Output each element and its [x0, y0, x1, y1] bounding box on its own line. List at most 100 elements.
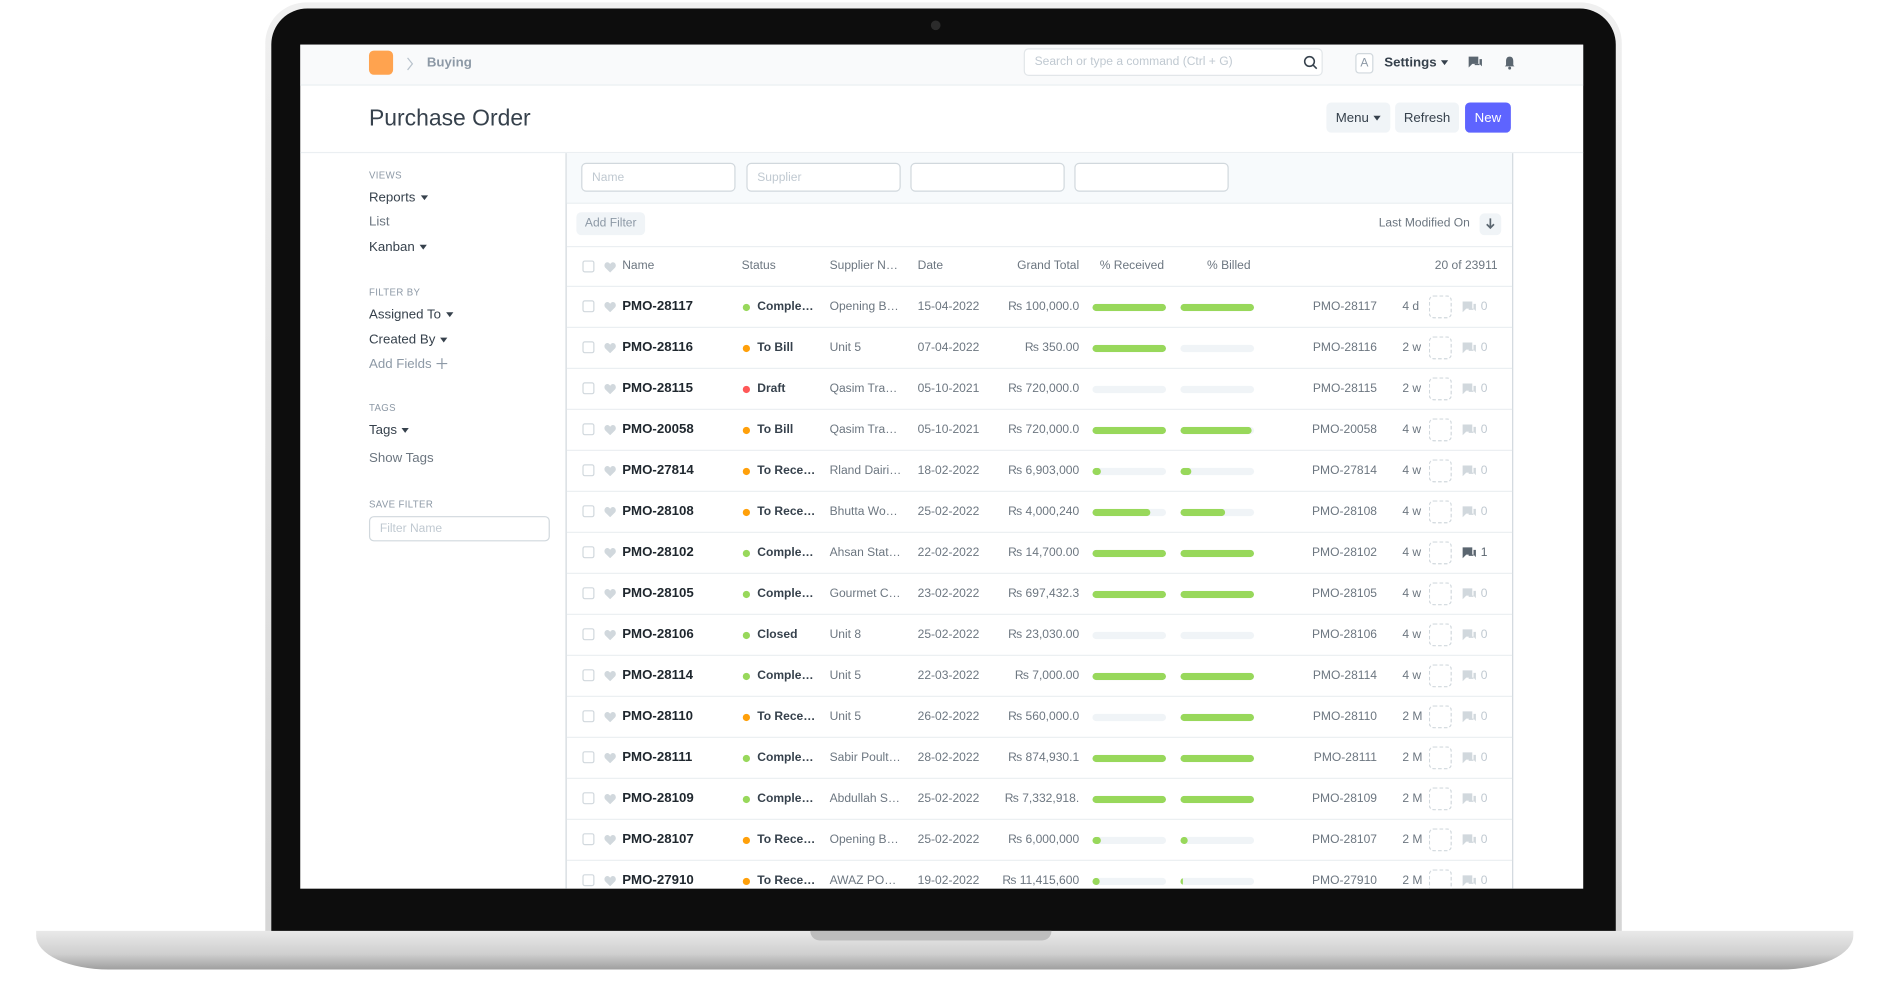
row-checkbox[interactable]: [582, 587, 595, 600]
table-row[interactable]: PMO-28114 Comple… Unit 5 22-03-2022 ₨ 7,000.…: [566, 656, 1513, 697]
sidebar-link[interactable]: Assigned To: [369, 306, 454, 323]
row-checkbox[interactable]: [582, 546, 595, 559]
row-checkbox[interactable]: [582, 874, 595, 887]
assign-avatar[interactable]: [1428, 869, 1452, 889]
menu-button[interactable]: Menu: [1326, 102, 1391, 133]
comment-icon[interactable]: [1461, 423, 1477, 436]
table-row[interactable]: PMO-20058 To Bill Qasim Tra… 05-10-2021 ₨ 72…: [566, 410, 1513, 451]
table-row[interactable]: PMO-28111 Comple… Sabir Poult… 28-02-2022 ₨ …: [566, 738, 1513, 779]
table-row[interactable]: PMO-28117 Comple… Opening B… 15-04-2022 ₨ 10…: [566, 287, 1513, 328]
po-name[interactable]: PMO-28108: [622, 504, 694, 519]
comment-icon[interactable]: [1461, 382, 1477, 395]
row-checkbox[interactable]: [582, 792, 595, 805]
comment-icon[interactable]: [1461, 710, 1477, 723]
sidebar-link[interactable]: List: [368, 214, 390, 230]
column-header[interactable]: Status: [741, 259, 776, 273]
assign-avatar[interactable]: [1428, 418, 1452, 442]
table-row[interactable]: PMO-28110 To Rece… Unit 5 26-02-2022 ₨ 560,0…: [566, 697, 1513, 738]
like-icon[interactable]: [604, 834, 616, 846]
po-name[interactable]: PMO-28110: [622, 709, 693, 724]
comment-icon[interactable]: [1461, 751, 1477, 764]
like-icon[interactable]: [604, 506, 616, 518]
column-header[interactable]: Name: [622, 259, 655, 273]
sort-selector[interactable]: Last Modified On: [1378, 217, 1470, 231]
sidebar-link[interactable]: Kanban: [369, 239, 427, 256]
row-checkbox[interactable]: [582, 710, 595, 723]
like-icon[interactable]: [604, 342, 616, 354]
assign-avatar[interactable]: [1428, 664, 1452, 688]
assign-avatar[interactable]: [1428, 705, 1452, 729]
chat-icon[interactable]: [1467, 55, 1483, 69]
row-checkbox[interactable]: [582, 505, 595, 518]
like-icon[interactable]: [604, 383, 616, 395]
po-name[interactable]: PMO-28106: [622, 627, 694, 642]
like-icon[interactable]: [604, 588, 616, 600]
like-icon[interactable]: [604, 752, 616, 764]
assign-avatar[interactable]: [1428, 787, 1452, 811]
sidebar-link[interactable]: Show Tags: [368, 450, 434, 466]
sidebar-link[interactable]: Tags: [369, 422, 410, 439]
like-icon[interactable]: [604, 262, 616, 273]
like-icon[interactable]: [604, 670, 616, 682]
table-row[interactable]: PMO-28108 To Rece… Bhutta Wo… 25-02-2022 ₨ 4…: [566, 492, 1513, 533]
assign-avatar[interactable]: [1428, 541, 1452, 565]
assign-avatar[interactable]: [1428, 336, 1452, 360]
table-row[interactable]: PMO-28107 To Rece… Opening B… 25-02-2022 ₨ 6…: [566, 820, 1513, 861]
bell-icon[interactable]: [1504, 55, 1516, 70]
table-row[interactable]: PMO-28106 Closed Unit 8 25-02-2022 ₨ 23,030.…: [566, 615, 1513, 656]
row-checkbox[interactable]: [582, 300, 595, 313]
row-checkbox[interactable]: [582, 628, 595, 641]
po-name[interactable]: PMO-28102: [622, 545, 694, 560]
assign-avatar[interactable]: [1428, 500, 1452, 524]
column-header[interactable]: Date: [917, 259, 944, 273]
avatar[interactable]: A: [1355, 53, 1374, 74]
like-icon[interactable]: [604, 711, 616, 723]
row-checkbox[interactable]: [582, 669, 595, 682]
table-row[interactable]: PMO-28109 Comple… Abdullah S… 25-02-2022 ₨ 7…: [566, 779, 1513, 820]
po-name[interactable]: PMO-28116: [622, 340, 693, 355]
column-header[interactable]: Supplier N…: [829, 259, 898, 273]
po-name[interactable]: PMO-28111: [622, 750, 693, 765]
comment-icon[interactable]: [1461, 587, 1477, 600]
refresh-button[interactable]: Refresh: [1395, 102, 1460, 133]
sidebar-link[interactable]: Reports: [369, 189, 428, 206]
like-icon[interactable]: [604, 793, 616, 805]
assign-avatar[interactable]: [1428, 828, 1452, 852]
filter-input[interactable]: [1074, 162, 1229, 192]
assign-avatar[interactable]: [1428, 623, 1452, 647]
breadcrumb[interactable]: Buying: [426, 55, 472, 70]
po-name[interactable]: PMO-28115: [622, 381, 693, 396]
po-name[interactable]: PMO-27814: [622, 463, 694, 478]
assign-avatar[interactable]: [1428, 295, 1452, 319]
row-checkbox[interactable]: [582, 751, 595, 764]
comment-icon[interactable]: [1461, 792, 1477, 805]
assign-avatar[interactable]: [1428, 582, 1452, 606]
like-icon[interactable]: [604, 629, 616, 641]
assign-avatar[interactable]: [1428, 459, 1452, 483]
po-name[interactable]: PMO-28114: [622, 668, 693, 683]
supplier-filter[interactable]: Supplier: [746, 162, 901, 192]
row-checkbox[interactable]: [582, 382, 595, 395]
row-checkbox[interactable]: [582, 833, 595, 846]
comment-icon[interactable]: [1461, 505, 1477, 518]
settings-menu[interactable]: Settings: [1384, 54, 1449, 71]
like-icon[interactable]: [604, 465, 616, 477]
row-checkbox[interactable]: [582, 260, 595, 273]
filter-input[interactable]: [910, 162, 1065, 192]
comment-icon[interactable]: [1461, 628, 1477, 641]
comment-icon[interactable]: [1461, 341, 1477, 354]
add-filter-button[interactable]: Add Filter: [576, 212, 646, 236]
like-icon[interactable]: [604, 301, 616, 313]
table-row[interactable]: PMO-28115 Draft Qasim Tra… 05-10-2021 ₨ 720,…: [566, 369, 1513, 410]
table-row[interactable]: PMO-27910 To Rece… AWAZ PO… 19-02-2022 ₨ 11,…: [567, 861, 1512, 889]
column-header[interactable]: Grand Total: [1017, 259, 1080, 273]
assign-avatar[interactable]: [1428, 746, 1452, 770]
po-name[interactable]: PMO-28109: [622, 791, 694, 806]
po-name[interactable]: PMO-28105: [622, 586, 694, 601]
column-header[interactable]: % Received: [1099, 259, 1165, 273]
table-row[interactable]: PMO-28116 To Bill Unit 5 07-04-2022 ₨ 350.00…: [566, 328, 1513, 369]
table-row[interactable]: PMO-28102 Comple… Ahsan Stat… 22-02-2022 ₨ 1…: [566, 533, 1513, 574]
comment-icon[interactable]: [1461, 874, 1477, 887]
sidebar-link[interactable]: Created By: [369, 332, 448, 349]
po-name[interactable]: PMO-28117: [622, 299, 693, 314]
